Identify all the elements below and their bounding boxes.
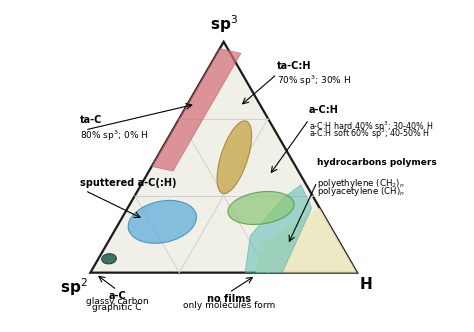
Text: glassy carbon: glassy carbon [86,297,148,306]
Text: 70% sp$^3$; 30% H: 70% sp$^3$; 30% H [277,73,351,88]
Text: a-C:H: a-C:H [309,105,339,115]
Text: only molecules form: only molecules form [183,301,275,310]
Text: hydrocarbons polymers: hydrocarbons polymers [317,158,437,167]
Polygon shape [255,208,357,273]
Polygon shape [152,49,241,171]
Ellipse shape [228,192,294,224]
Text: sp$^2$: sp$^2$ [60,277,88,298]
Text: graphitic C: graphitic C [92,303,142,312]
Text: a-C:H soft 60% sp$^3$; 40-50% H: a-C:H soft 60% sp$^3$; 40-50% H [309,127,430,141]
Ellipse shape [102,254,116,264]
Text: H: H [360,277,373,291]
Polygon shape [91,42,357,273]
Text: a-C: a-C [108,291,126,301]
Text: ta-C:H: ta-C:H [277,61,311,71]
Polygon shape [245,185,311,273]
Text: sp$^3$: sp$^3$ [210,13,237,35]
Text: polyethylene (CH$_2$)$_n$: polyethylene (CH$_2$)$_n$ [317,177,405,190]
Ellipse shape [217,121,252,194]
Text: a-C:H hard 40% sp$^3$; 30-40% H: a-C:H hard 40% sp$^3$; 30-40% H [309,119,433,134]
Text: no films: no films [207,294,251,304]
Text: 80% sp$^3$; 0% H: 80% sp$^3$; 0% H [80,129,148,143]
Text: sputtered a-C(:H): sputtered a-C(:H) [80,178,176,188]
Text: ta-C: ta-C [80,115,102,125]
Text: polyacetylene (CH)$_n$: polyacetylene (CH)$_n$ [317,185,405,198]
Ellipse shape [128,201,197,243]
